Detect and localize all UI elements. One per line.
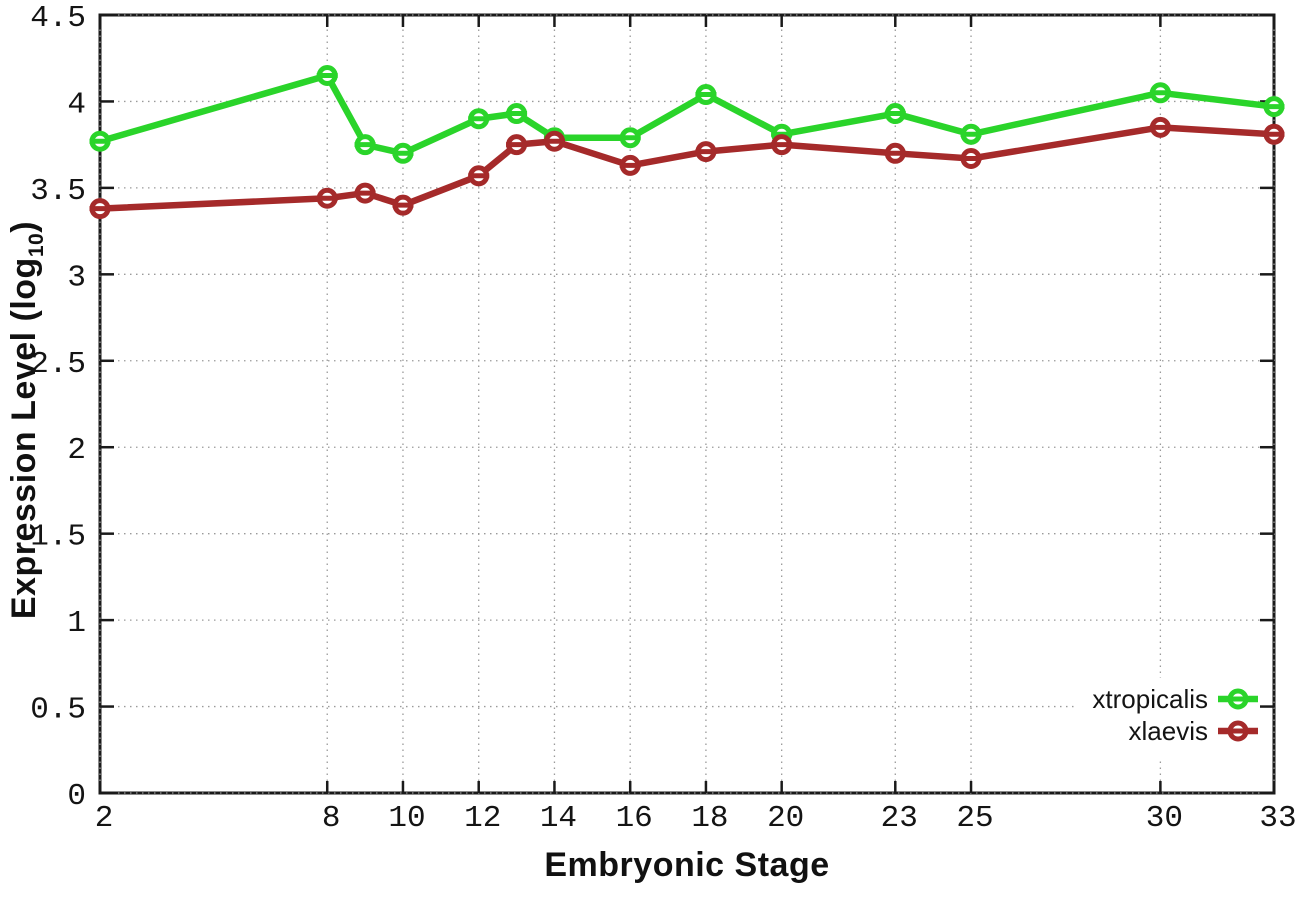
y-tick-label: 1 — [67, 606, 86, 641]
y-axis-title-main: Expression Level (log — [5, 257, 44, 620]
gridlines — [99, 14, 1275, 794]
y-tick-label: 2 — [67, 433, 86, 468]
series-xtropicalis — [89, 65, 1285, 164]
y-axis-title-subscript: 10 — [24, 232, 48, 258]
x-tick-label: 30 — [1146, 801, 1183, 836]
x-tick-label: 8 — [322, 801, 341, 836]
y-axis-title: Expression Level (log10) — [5, 221, 49, 619]
y-tick-label: 1.5 — [30, 520, 86, 555]
x-tick-label: 33 — [1259, 801, 1296, 836]
x-tick-label: 10 — [388, 801, 425, 836]
legend-label-xtropicalis: xtropicalis — [1092, 684, 1208, 714]
y-tick-label: 4.5 — [30, 1, 86, 36]
x-tick-label: 20 — [767, 801, 804, 836]
x-tick-labels: 2 8 10 12 14 16 18 20 23 25 30 33 — [95, 801, 1296, 836]
y-tick-labels: 0 0.5 1 1.5 2 2.5 3 3.5 4 4.5 — [30, 1, 86, 814]
y-tick-label: 3 — [67, 260, 86, 295]
y-tick-label: 0.5 — [30, 693, 86, 728]
legend-label-xlaevis: xlaevis — [1129, 716, 1208, 746]
y-tick-label: 0 — [67, 779, 86, 814]
plot-border — [98, 13, 1276, 795]
line-xtropicalis — [96, 72, 1278, 157]
y-tick-label: 4 — [67, 87, 86, 122]
line-xlaevis — [96, 124, 1278, 212]
y-tick-label: 3.5 — [30, 174, 86, 209]
y-tick-label: 2.5 — [30, 347, 86, 382]
x-tick-label: 25 — [956, 801, 993, 836]
x-tick-label: 23 — [881, 801, 918, 836]
x-tick-label: 2 — [95, 801, 114, 836]
series-xlaevis — [89, 116, 1285, 220]
axis-ticks — [98, 13, 1276, 795]
x-tick-label: 14 — [540, 801, 577, 836]
x-tick-label: 12 — [464, 801, 501, 836]
y-axis-title-close: ) — [5, 220, 44, 233]
x-tick-label: 16 — [616, 801, 653, 836]
x-axis-title: Embryonic Stage — [544, 846, 830, 884]
x-tick-label: 18 — [691, 801, 728, 836]
